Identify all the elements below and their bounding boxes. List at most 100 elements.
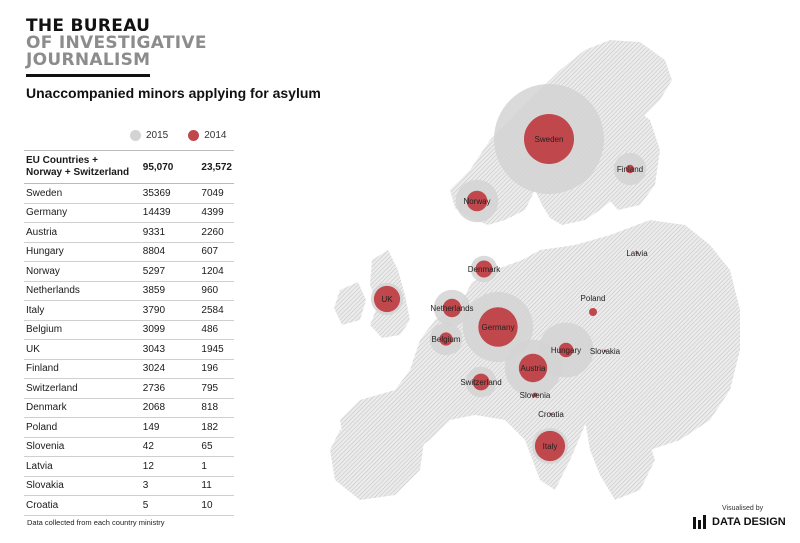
- circle-2014-belgium: [439, 332, 453, 346]
- value-2014: 486: [199, 320, 234, 340]
- credit-visualised-by: Visualised by: [722, 505, 764, 512]
- circle-2014-italy: [534, 430, 566, 462]
- map-label-latvia: Latvia: [626, 249, 648, 258]
- map-label-hungary: Hungary: [551, 346, 581, 355]
- country-name: Finland: [24, 359, 141, 379]
- footnote: Data collected from each country ministr…: [27, 518, 165, 527]
- value-2014: 4399: [199, 203, 234, 223]
- value-2014: 182: [199, 417, 234, 438]
- map-label-slovakia: Slovakia: [590, 347, 621, 356]
- value-2015: 8804: [140, 242, 200, 262]
- value-2014: 818: [199, 398, 234, 418]
- table-row: Switzerland 2736 795: [24, 378, 234, 399]
- value-2014: 1204: [199, 261, 234, 282]
- logo-line-2: OF INVESTIGATIVE: [26, 33, 207, 53]
- table-row: UK 3043 1945: [24, 339, 234, 360]
- value-2014: 65: [199, 437, 234, 457]
- value-2015: 3: [140, 476, 200, 496]
- value-2015: 9331: [140, 222, 200, 243]
- totals-2014: 23,572: [199, 150, 234, 184]
- landmass-balkans: [585, 415, 655, 500]
- map-label-slovenia: Slovenia: [520, 391, 551, 400]
- map-label-austria: Austria: [521, 364, 546, 373]
- country-name: Poland: [24, 417, 141, 438]
- legend-swatch-2014: [188, 130, 200, 141]
- value-2014: 7049: [199, 183, 234, 204]
- country-name: UK: [24, 339, 141, 360]
- circle-2014-austria: [518, 353, 548, 383]
- map-label-belgium: Belgium: [432, 335, 461, 344]
- country-labels: Sweden Finland Norway Latvia Denmark UK Nether…: [381, 135, 648, 451]
- landmass-ireland: [334, 282, 366, 325]
- totals-label-line-1: EU Countries +: [26, 155, 98, 166]
- table-row: Sweden 35369 7049: [24, 183, 234, 204]
- table-row: Denmark 2068 818: [24, 398, 234, 418]
- map-label-germany: Germany: [482, 323, 515, 332]
- country-name: Sweden: [24, 183, 141, 204]
- circle-2014-uk: [373, 285, 401, 313]
- legend-label-2015: 2015: [146, 130, 169, 141]
- country-name: Denmark: [24, 398, 141, 418]
- value-2015: 3024: [140, 359, 200, 379]
- country-name: Italy: [24, 300, 141, 321]
- table-row: Italy 3790 2584: [24, 300, 234, 321]
- table-row: Croatia 5 10: [24, 495, 234, 516]
- legend-item-2015: 2015: [130, 130, 168, 141]
- circle-2014-denmark: [475, 260, 493, 278]
- legend-swatch-2015: [130, 130, 141, 141]
- table-row: Slovakia 3 11: [24, 476, 234, 496]
- value-2015: 42: [140, 437, 200, 457]
- country-name: Norway: [24, 261, 141, 282]
- landmass-iberia: [330, 420, 425, 500]
- value-2015: 14439: [140, 203, 200, 223]
- value-2014: 1: [199, 456, 234, 477]
- asylum-table: EU Countries + Norway + Switzerland 95,0…: [24, 150, 234, 516]
- country-name: Netherlands: [24, 281, 141, 301]
- totals-2015: 95,070: [140, 150, 200, 184]
- logo-rule: [26, 74, 150, 77]
- circle-2014-hungary: [558, 342, 574, 358]
- totals-row: EU Countries + Norway + Switzerland 95,0…: [24, 150, 234, 184]
- logo-line-1: THE BUREAU: [26, 16, 151, 36]
- logo-line-3: JOURNALISM: [26, 50, 151, 70]
- value-2015: 3859: [140, 281, 200, 301]
- circle-2014-netherlands: [442, 298, 462, 318]
- map-label-norway: Norway: [463, 197, 490, 206]
- circle-2014-latvia: [635, 251, 639, 255]
- map-label-sweden: Sweden: [535, 135, 564, 144]
- country-name: Latvia: [24, 456, 141, 477]
- circle-2014-finland: [625, 164, 635, 174]
- table-row: Netherlands 3859 960: [24, 281, 234, 301]
- value-2015: 2068: [140, 398, 200, 418]
- legend-label-2014: 2014: [204, 130, 227, 141]
- value-2014: 10: [199, 495, 234, 516]
- value-2014: 2584: [199, 300, 234, 321]
- map-label-denmark: Denmark: [468, 265, 501, 274]
- country-name: Germany: [24, 203, 141, 223]
- table-row: Austria 9331 2260: [24, 222, 234, 243]
- circle-2014-norway: [466, 190, 488, 212]
- value-2015: 12: [140, 456, 200, 477]
- legend: 2015 2014: [130, 130, 247, 141]
- totals-label: EU Countries + Norway + Switzerland: [24, 150, 141, 184]
- value-2015: 3099: [140, 320, 200, 340]
- map-label-croatia: Croatia: [538, 410, 564, 419]
- country-name: Croatia: [24, 495, 141, 516]
- page-title: Unaccompanied minors applying for asylum: [26, 85, 321, 101]
- value-2014: 2260: [199, 222, 234, 243]
- value-2014: 11: [199, 476, 234, 496]
- value-2015: 2736: [140, 378, 200, 399]
- value-2015: 35369: [140, 183, 200, 204]
- table-row: Poland 149 182: [24, 417, 234, 438]
- value-2014: 1945: [199, 339, 234, 360]
- circle-2014-germany: [478, 307, 518, 347]
- value-2015: 3790: [140, 300, 200, 321]
- legend-item-2014: 2014: [188, 130, 227, 141]
- value-2014: 607: [199, 242, 234, 262]
- value-2015: 149: [140, 417, 200, 438]
- map-label-poland: Poland: [581, 294, 606, 303]
- table-row: Germany 14439 4399: [24, 203, 234, 223]
- map-label-switzerland: Switzerland: [460, 378, 501, 387]
- table-row: Slovenia 42 65: [24, 437, 234, 457]
- circle-2014-slovakia: [603, 349, 607, 353]
